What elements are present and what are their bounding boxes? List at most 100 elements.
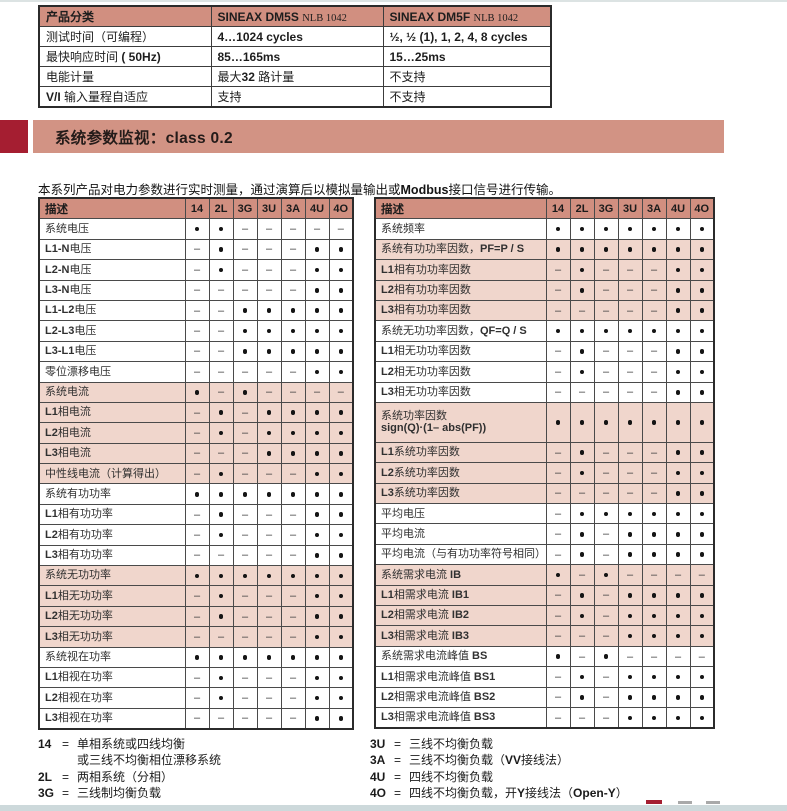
supported-dot-icon xyxy=(338,492,343,497)
not-supported-dash-icon: – xyxy=(602,446,610,459)
support-cell xyxy=(569,340,595,363)
supported-dot-icon xyxy=(266,451,272,456)
table-row: L1相有功功率因数 – – – – xyxy=(374,259,715,281)
supported-dot-icon xyxy=(627,552,633,557)
support-cell: – xyxy=(280,381,306,403)
support-cell xyxy=(641,686,667,708)
support-cell: – xyxy=(569,625,595,647)
support-cell: – xyxy=(184,442,210,465)
legend-key: 3G xyxy=(38,786,55,801)
support-cell xyxy=(641,523,667,545)
support-cell: – xyxy=(545,279,571,301)
table-row: L3相需求电流峰值 BS3– – – xyxy=(374,706,715,729)
parameter-matrix-right: 描述 14 2L 3G 3U 3A 4U 4O 系统频率 系统有功功率因数，PF=P / S L1相… xyxy=(374,197,715,730)
not-supported-dash-icon: – xyxy=(650,365,658,378)
supported-dot-icon xyxy=(314,634,320,640)
support-cell: – xyxy=(184,340,210,363)
table-row: 系统需求电流峰值 BS – – – – – xyxy=(374,645,715,668)
support-cell xyxy=(689,401,715,443)
support-cell: – xyxy=(256,218,282,240)
supported-dot-icon xyxy=(338,716,343,721)
supported-dot-icon xyxy=(603,328,609,334)
supported-dot-icon xyxy=(579,328,585,334)
not-supported-dash-icon: – xyxy=(578,711,586,724)
supported-dot-icon xyxy=(579,613,585,619)
legend-text: 四线不均衡负载 xyxy=(409,769,494,784)
supported-dot-icon xyxy=(699,593,704,598)
supported-dot-icon xyxy=(579,593,585,598)
supported-dot-icon xyxy=(314,716,320,721)
support-cell xyxy=(641,625,667,647)
not-supported-dash-icon: – xyxy=(602,487,610,500)
support-cell: – xyxy=(256,503,282,526)
supported-dot-icon xyxy=(651,420,657,425)
not-supported-dash-icon: – xyxy=(193,345,201,358)
support-cell: – xyxy=(617,299,643,322)
support-cell xyxy=(304,646,330,668)
not-supported-dash-icon: – xyxy=(265,712,273,725)
support-cell xyxy=(689,381,715,403)
supported-dot-icon xyxy=(675,349,681,354)
support-cell xyxy=(689,503,715,525)
param-label: 系统电压 xyxy=(38,218,186,240)
param-label: L3相无功功率 xyxy=(38,626,186,648)
table-row: L2相电流 – – xyxy=(38,422,354,444)
legend-text: 单相系统或四线均衡 xyxy=(77,737,186,751)
support-cell xyxy=(569,584,595,607)
support-cell: – xyxy=(232,585,258,607)
support-cell: – xyxy=(641,564,667,586)
support-cell xyxy=(569,279,595,301)
supported-dot-icon xyxy=(338,695,343,701)
support-cell: – xyxy=(232,605,258,628)
supported-dot-icon xyxy=(699,420,704,425)
param-label: L2相需求电流 IB2 xyxy=(374,605,547,627)
support-cell xyxy=(256,483,282,505)
supported-dot-icon xyxy=(290,492,296,497)
not-supported-dash-icon: – xyxy=(193,447,201,460)
support-cell: – xyxy=(641,645,667,668)
supported-dot-icon xyxy=(338,288,343,293)
not-supported-dash-icon: – xyxy=(193,630,201,643)
legend-equals: = xyxy=(62,769,70,784)
not-supported-dash-icon: – xyxy=(241,365,249,378)
support-cell: – xyxy=(280,585,306,607)
not-supported-dash-icon: – xyxy=(578,650,586,663)
supported-dot-icon xyxy=(218,573,224,579)
support-cell: – xyxy=(689,564,715,586)
supported-dot-icon xyxy=(194,492,200,497)
support-cell xyxy=(665,218,691,240)
param-label: L2系统功率因数 xyxy=(374,462,547,484)
matrix-header-row: 描述 14 2L 3G 3U 3A 4U 4O xyxy=(374,197,715,220)
support-cell: – xyxy=(280,218,306,240)
param-label: L3-N电压 xyxy=(38,279,186,301)
supported-dot-icon xyxy=(266,430,272,436)
not-supported-dash-icon: – xyxy=(626,487,634,500)
not-supported-dash-icon: – xyxy=(265,549,273,562)
not-supported-dash-icon: – xyxy=(193,406,201,419)
supported-dot-icon xyxy=(675,390,681,395)
not-supported-dash-icon: – xyxy=(241,528,249,541)
support-cell: – xyxy=(593,361,619,383)
supported-dot-icon xyxy=(290,430,296,436)
supported-dot-icon xyxy=(242,390,248,395)
not-supported-dash-icon: – xyxy=(698,650,705,663)
support-cell xyxy=(304,361,330,383)
supported-dot-icon xyxy=(338,471,343,477)
support-cell: – xyxy=(232,259,258,281)
not-supported-dash-icon: – xyxy=(217,345,225,358)
not-supported-dash-icon: – xyxy=(241,447,249,460)
legend-text: 三线制均衡负载 xyxy=(77,786,162,801)
support-cell: – xyxy=(256,279,282,301)
support-cell: – xyxy=(184,259,210,281)
supported-dot-icon xyxy=(194,655,200,660)
dm5s-value: 最大32 路计量 xyxy=(210,66,384,87)
support-cell: – xyxy=(256,463,282,485)
matrix-col-header-2l: 2L xyxy=(208,197,234,220)
supported-dot-icon xyxy=(699,450,704,455)
support-cell: – xyxy=(256,666,282,689)
not-supported-dash-icon: – xyxy=(241,590,249,603)
not-supported-dash-icon: – xyxy=(554,466,562,479)
support-cell: – xyxy=(641,279,667,301)
matrix-col-header-3a: 3A xyxy=(641,197,667,220)
support-cell xyxy=(328,626,354,648)
